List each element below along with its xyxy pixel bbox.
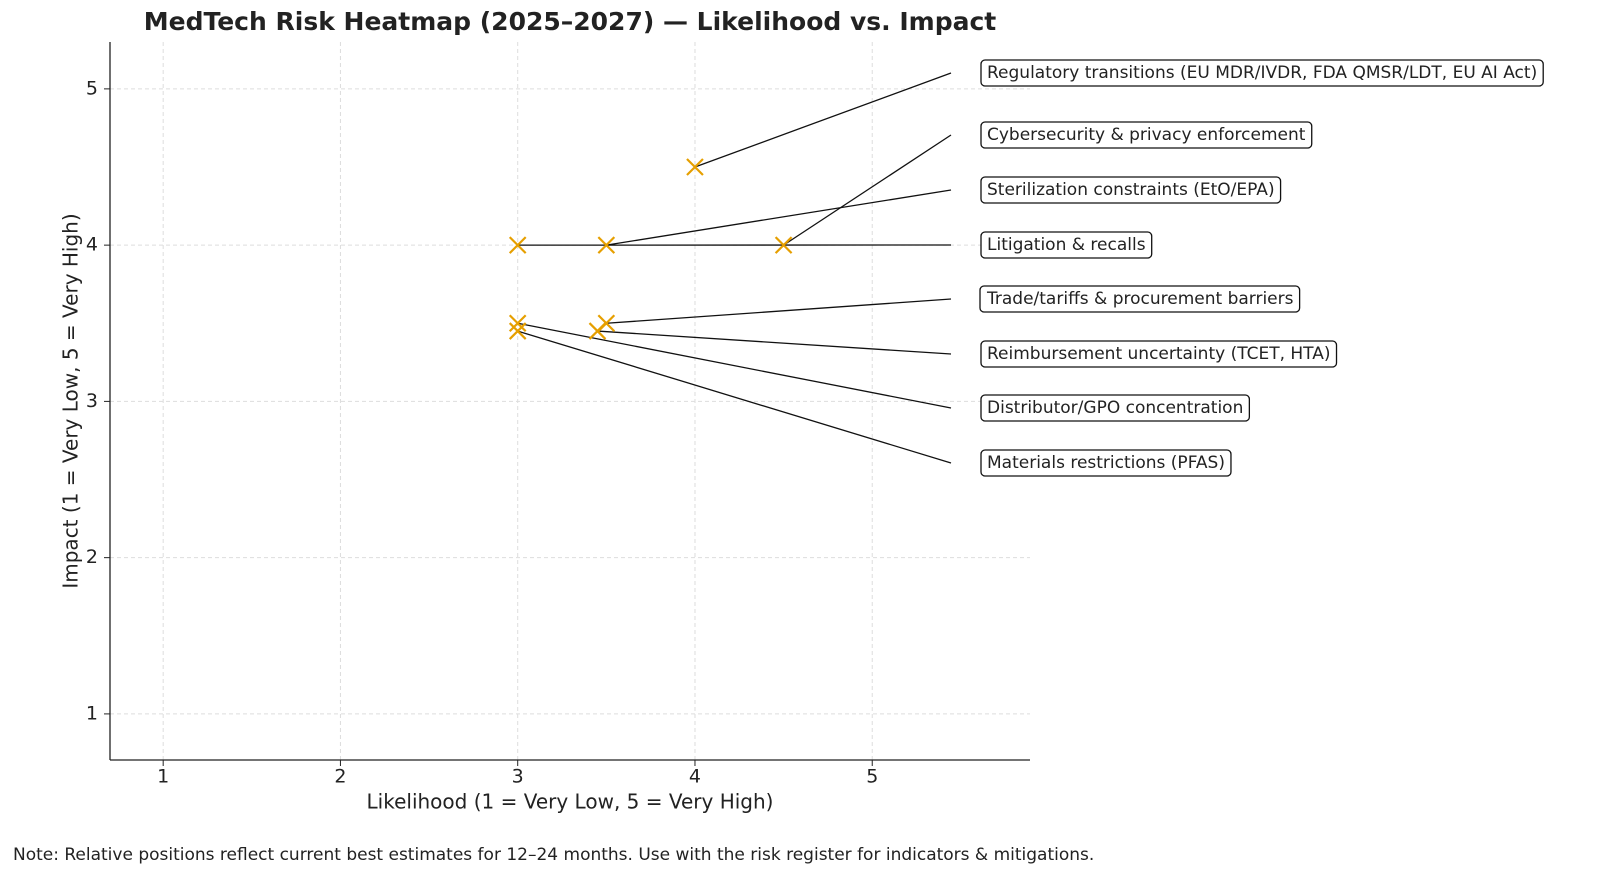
label-box <box>980 394 1251 422</box>
leader-line <box>606 189 952 246</box>
y-tick-label: 1 <box>86 702 98 724</box>
label-box <box>980 176 1282 204</box>
point-label: Reimbursement uncertainty (TCET, HTA) <box>987 344 1331 364</box>
point-label: Regulatory transitions (EU MDR/IVDR, FDA… <box>987 63 1537 83</box>
y-tick-label: 5 <box>86 77 98 99</box>
leader-line <box>694 72 952 168</box>
note: Note: Relative positions reflect current… <box>13 845 1094 865</box>
label-box <box>979 285 1301 313</box>
marker <box>597 236 616 254</box>
marker <box>686 158 704 176</box>
marker <box>508 314 527 333</box>
point-label: Litigation & recalls <box>987 235 1146 255</box>
point-label: Materials restrictions (PFAS) <box>987 453 1225 473</box>
label-box <box>980 59 1544 87</box>
leader-line <box>517 330 952 464</box>
y-tick-label: 4 <box>86 234 98 256</box>
label-box <box>980 121 1313 149</box>
marker <box>588 322 607 340</box>
leader-line <box>783 134 952 246</box>
marker <box>508 322 527 340</box>
leader-line <box>597 330 952 355</box>
label-box <box>980 449 1232 477</box>
label-box <box>980 231 1153 259</box>
point-label: Trade/tariffs & procurement barriers <box>986 289 1294 309</box>
point-label: Distributor/GPO concentration <box>987 398 1243 418</box>
x-axis-label: Likelihood (1 = Very Low, 5 = Very High) <box>367 790 774 814</box>
label-box <box>980 340 1338 368</box>
x-tick-label: 2 <box>334 766 346 788</box>
x-tick-label: 3 <box>512 766 524 788</box>
y-tick-label: 3 <box>86 390 98 412</box>
x-tick-label: 1 <box>157 766 169 788</box>
x-tick-label: 4 <box>689 766 701 788</box>
y-axis-label: Impact (1 = Very Low, 5 = Very High) <box>59 213 83 588</box>
chart-title: MedTech Risk Heatmap (2025–2027) — Likel… <box>144 7 997 36</box>
point-label: Cybersecurity & privacy enforcement <box>987 125 1306 145</box>
point-label: Sterilization constraints (EtO/EPA) <box>987 180 1275 200</box>
leader-line <box>517 322 952 409</box>
marker <box>508 236 527 254</box>
leader-line <box>606 298 952 324</box>
x-tick-label: 5 <box>866 766 878 788</box>
marker <box>774 236 793 254</box>
y-tick-label: 2 <box>86 546 98 568</box>
